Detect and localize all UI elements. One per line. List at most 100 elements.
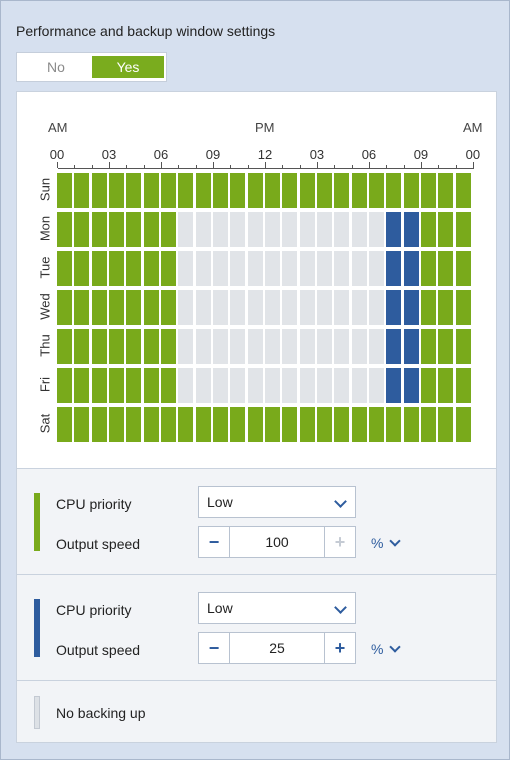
decrease-button[interactable]: − [199, 633, 230, 663]
schedule-cell[interactable] [91, 173, 107, 208]
schedule-cell[interactable] [316, 290, 332, 325]
schedule-cell[interactable] [420, 329, 436, 364]
schedule-cell[interactable] [368, 407, 384, 442]
schedule-cell[interactable] [178, 212, 194, 247]
schedule-cell[interactable] [74, 212, 90, 247]
schedule-cell[interactable] [91, 407, 107, 442]
schedule-cell[interactable] [91, 212, 107, 247]
schedule-cell[interactable] [57, 329, 72, 364]
schedule-cell[interactable] [282, 407, 298, 442]
schedule-cell[interactable] [178, 290, 194, 325]
schedule-cell[interactable] [264, 173, 280, 208]
schedule-cell[interactable] [403, 173, 419, 208]
schedule-cell[interactable] [455, 407, 471, 442]
schedule-cell[interactable] [143, 173, 159, 208]
schedule-cell[interactable] [212, 173, 228, 208]
schedule-cell[interactable] [368, 212, 384, 247]
schedule-cell[interactable] [178, 173, 194, 208]
schedule-cell[interactable] [178, 329, 194, 364]
schedule-cell[interactable] [386, 290, 402, 325]
schedule-cell[interactable] [386, 368, 402, 403]
schedule-cell[interactable] [438, 212, 454, 247]
schedule-cell[interactable] [160, 212, 176, 247]
schedule-cell[interactable] [420, 212, 436, 247]
schedule-cell[interactable] [368, 329, 384, 364]
schedule-cell[interactable] [143, 212, 159, 247]
schedule-cell[interactable] [247, 368, 263, 403]
schedule-cell[interactable] [455, 368, 471, 403]
unit-select[interactable]: % [371, 535, 402, 551]
schedule-cell[interactable] [126, 329, 142, 364]
schedule-cell[interactable] [316, 173, 332, 208]
schedule-cell[interactable] [160, 368, 176, 403]
schedule-cell[interactable] [195, 407, 211, 442]
schedule-cell[interactable] [143, 290, 159, 325]
schedule-cell[interactable] [74, 368, 90, 403]
schedule-cell[interactable] [108, 368, 124, 403]
output-speed-input[interactable]: 100 [265, 534, 289, 550]
schedule-cell[interactable] [403, 251, 419, 286]
schedule-cell[interactable] [420, 251, 436, 286]
schedule-cell[interactable] [386, 251, 402, 286]
schedule-cell[interactable] [334, 368, 350, 403]
schedule-cell[interactable] [74, 290, 90, 325]
schedule-cell[interactable] [195, 173, 211, 208]
schedule-cell[interactable] [143, 251, 159, 286]
schedule-cell[interactable] [334, 251, 350, 286]
schedule-cell[interactable] [386, 407, 402, 442]
schedule-cell[interactable] [108, 212, 124, 247]
schedule-cell[interactable] [126, 290, 142, 325]
schedule-cell[interactable] [57, 173, 72, 208]
schedule-cell[interactable] [351, 368, 367, 403]
schedule-cell[interactable] [282, 251, 298, 286]
schedule-cell[interactable] [230, 290, 246, 325]
schedule-cell[interactable] [299, 251, 315, 286]
schedule-cell[interactable] [403, 329, 419, 364]
schedule-cell[interactable] [455, 212, 471, 247]
cpu-priority-select[interactable]: Low [198, 592, 356, 624]
schedule-cell[interactable] [160, 251, 176, 286]
schedule-cell[interactable] [212, 212, 228, 247]
schedule-cell[interactable] [351, 290, 367, 325]
schedule-cell[interactable] [282, 173, 298, 208]
schedule-cell[interactable] [334, 407, 350, 442]
schedule-cell[interactable] [212, 407, 228, 442]
schedule-cell[interactable] [316, 407, 332, 442]
schedule-cell[interactable] [212, 290, 228, 325]
schedule-cell[interactable] [438, 407, 454, 442]
schedule-cell[interactable] [368, 251, 384, 286]
schedule-cell[interactable] [351, 329, 367, 364]
schedule-cell[interactable] [212, 251, 228, 286]
increase-button[interactable]: + [324, 633, 355, 663]
schedule-cell[interactable] [195, 368, 211, 403]
schedule-cell[interactable] [230, 329, 246, 364]
schedule-cell[interactable] [455, 290, 471, 325]
schedule-cell[interactable] [386, 212, 402, 247]
decrease-button[interactable]: − [199, 527, 230, 557]
schedule-cell[interactable] [108, 173, 124, 208]
schedule-cell[interactable] [299, 212, 315, 247]
schedule-cell[interactable] [438, 368, 454, 403]
schedule-cell[interactable] [91, 329, 107, 364]
schedule-cell[interactable] [264, 368, 280, 403]
schedule-cell[interactable] [403, 290, 419, 325]
schedule-cell[interactable] [299, 173, 315, 208]
schedule-cell[interactable] [74, 251, 90, 286]
schedule-cell[interactable] [143, 368, 159, 403]
schedule-cell[interactable] [126, 407, 142, 442]
schedule-cell[interactable] [368, 368, 384, 403]
schedule-cell[interactable] [299, 407, 315, 442]
yes-no-toggle[interactable]: No Yes [16, 52, 167, 82]
schedule-cell[interactable] [57, 251, 72, 286]
schedule-cell[interactable] [195, 329, 211, 364]
increase-button[interactable]: + [324, 527, 355, 557]
schedule-cell[interactable] [247, 173, 263, 208]
schedule-cell[interactable] [126, 251, 142, 286]
schedule-cell[interactable] [178, 251, 194, 286]
schedule-cell[interactable] [230, 407, 246, 442]
schedule-cell[interactable] [108, 329, 124, 364]
schedule-cell[interactable] [108, 407, 124, 442]
schedule-cell[interactable] [57, 290, 72, 325]
schedule-cell[interactable] [316, 251, 332, 286]
schedule-cell[interactable] [143, 407, 159, 442]
